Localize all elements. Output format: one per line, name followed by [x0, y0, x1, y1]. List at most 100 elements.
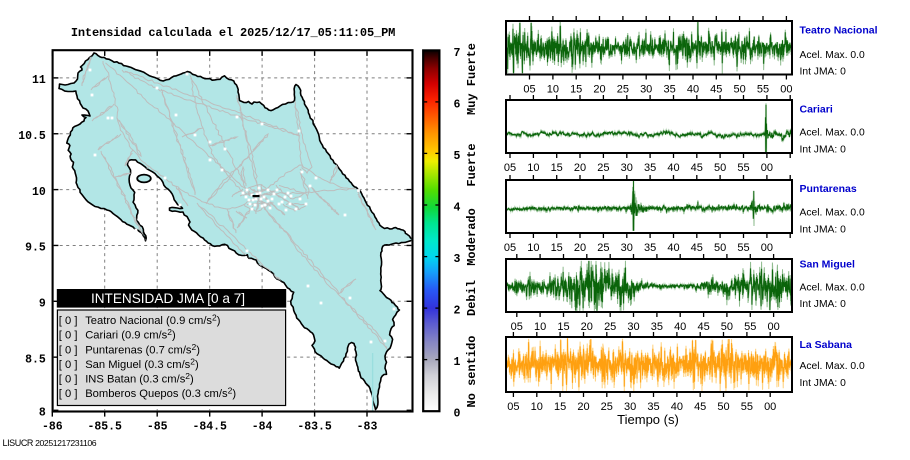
svg-text:20: 20: [574, 242, 586, 254]
svg-text:45: 45: [697, 321, 709, 333]
svg-text:35: 35: [644, 162, 656, 174]
svg-text:30: 30: [621, 242, 633, 254]
svg-text:30: 30: [624, 401, 636, 413]
svg-text:45: 45: [694, 401, 706, 413]
svg-text:5: 5: [454, 150, 461, 163]
svg-text:40: 40: [667, 162, 679, 174]
svg-text:Int JMA: 0: Int JMA: 0: [800, 299, 847, 310]
svg-text:[ 0 ]: [ 0 ]: [59, 315, 78, 327]
svg-text:45: 45: [710, 84, 722, 96]
svg-text:35: 35: [644, 242, 656, 254]
svg-text:20: 20: [574, 162, 586, 174]
svg-text:00: 00: [764, 401, 776, 413]
svg-text:40: 40: [674, 321, 686, 333]
svg-text:INS Batan (0.3 cm/s2): INS Batan (0.3 cm/s2): [85, 371, 194, 386]
svg-text:10: 10: [531, 401, 543, 413]
svg-text:-85: -85: [147, 421, 168, 434]
svg-text:[ 0 ]: [ 0 ]: [59, 388, 78, 400]
svg-text:-86: -86: [42, 421, 63, 434]
svg-text:35: 35: [647, 401, 659, 413]
svg-text:-84: -84: [252, 421, 273, 434]
svg-text:50: 50: [733, 84, 745, 96]
svg-text:Muy Fuerte: Muy Fuerte: [465, 43, 479, 115]
svg-text:-84.5: -84.5: [192, 421, 227, 434]
svg-text:20: 20: [577, 401, 589, 413]
svg-text:15: 15: [554, 401, 566, 413]
svg-text:Puntarenas: Puntarenas: [800, 183, 857, 195]
svg-text:Tiempo (s): Tiempo (s): [617, 412, 679, 427]
svg-text:55: 55: [737, 242, 749, 254]
svg-text:8.5: 8.5: [25, 353, 46, 366]
svg-text:40: 40: [667, 242, 679, 254]
svg-text:9.5: 9.5: [25, 242, 46, 255]
svg-text:Teatro Nacional (0.9 cm/s2): Teatro Nacional (0.9 cm/s2): [85, 313, 221, 328]
svg-text:00: 00: [761, 242, 773, 254]
svg-text:10: 10: [534, 321, 546, 333]
svg-text:25: 25: [604, 321, 616, 333]
svg-text:Acel. Max. 0.0: Acel. Max. 0.0: [800, 50, 866, 61]
svg-text:[ 0 ]: [ 0 ]: [59, 359, 78, 371]
svg-text:55: 55: [741, 401, 753, 413]
svg-text:50: 50: [714, 242, 726, 254]
svg-text:Acel. Max. 0.0: Acel. Max. 0.0: [800, 207, 866, 218]
svg-text:25: 25: [601, 401, 613, 413]
svg-text:8: 8: [39, 407, 46, 420]
svg-text:40: 40: [687, 84, 699, 96]
svg-text:3: 3: [454, 253, 461, 266]
svg-text:Int JMA: 0: Int JMA: 0: [800, 224, 847, 235]
svg-text:15: 15: [551, 242, 563, 254]
svg-text:50: 50: [721, 321, 733, 333]
svg-text:15: 15: [557, 321, 569, 333]
svg-text:Intensidad calculada el 2025/1: Intensidad calculada el 2025/12/17_05:11…: [71, 26, 395, 40]
svg-text:Int JMA: 0: Int JMA: 0: [800, 144, 847, 155]
svg-text:20: 20: [581, 321, 593, 333]
svg-text:[ 0 ]: [ 0 ]: [59, 374, 78, 386]
svg-text:Acel. Max. 0.0: Acel. Max. 0.0: [800, 282, 866, 293]
svg-text:Acel. Max. 0.0: Acel. Max. 0.0: [800, 127, 866, 138]
svg-text:Fuerte: Fuerte: [465, 143, 479, 186]
svg-text:20: 20: [593, 84, 605, 96]
svg-text:05: 05: [507, 401, 519, 413]
svg-text:50: 50: [717, 401, 729, 413]
svg-text:05: 05: [523, 84, 535, 96]
svg-text:INTENSIDAD JMA [0 a 7]: INTENSIDAD JMA [0 a 7]: [91, 291, 245, 306]
svg-text:40: 40: [671, 401, 683, 413]
svg-text:No sentido: No sentido: [465, 335, 479, 407]
svg-text:La Sabana: La Sabana: [800, 339, 853, 351]
svg-text:-83: -83: [357, 421, 378, 434]
svg-text:10: 10: [527, 242, 539, 254]
svg-text:1: 1: [454, 356, 461, 369]
svg-text:00: 00: [780, 84, 792, 96]
svg-text:50: 50: [714, 162, 726, 174]
svg-text:45: 45: [691, 242, 703, 254]
svg-text:2: 2: [454, 305, 461, 318]
svg-text:00: 00: [761, 162, 773, 174]
svg-text:Moderado: Moderado: [465, 208, 479, 266]
svg-text:[ 0 ]: [ 0 ]: [59, 344, 78, 356]
svg-text:Bomberos Quepos (0.3 cm/s2): Bomberos Quepos (0.3 cm/s2): [85, 386, 236, 401]
svg-text:10: 10: [527, 162, 539, 174]
svg-text:San Miguel: San Miguel: [800, 259, 856, 271]
svg-text:00: 00: [767, 321, 779, 333]
svg-text:4: 4: [454, 201, 461, 214]
svg-text:25: 25: [597, 242, 609, 254]
svg-text:Acel. Max. 0.0: Acel. Max. 0.0: [800, 361, 866, 372]
svg-text:25: 25: [597, 162, 609, 174]
svg-text:45: 45: [691, 162, 703, 174]
svg-text:Debil: Debil: [465, 280, 479, 316]
svg-text:San Miguel (0.3 cm/s2): San Miguel (0.3 cm/s2): [85, 356, 199, 371]
svg-text:9: 9: [39, 298, 46, 311]
svg-text:55: 55: [744, 321, 756, 333]
svg-text:15: 15: [551, 162, 563, 174]
svg-text:05: 05: [504, 162, 516, 174]
svg-text:35: 35: [651, 321, 663, 333]
svg-text:-85.5: -85.5: [87, 421, 122, 434]
svg-text:-83.5: -83.5: [297, 421, 332, 434]
svg-text:Puntarenas (0.7 cm/s2): Puntarenas (0.7 cm/s2): [85, 342, 200, 357]
svg-text:35: 35: [663, 84, 675, 96]
svg-text:05: 05: [511, 321, 523, 333]
svg-text:0: 0: [454, 408, 461, 421]
svg-text:30: 30: [627, 321, 639, 333]
svg-text:LISUCR 20251217231106: LISUCR 20251217231106: [3, 438, 97, 448]
svg-text:10.5: 10.5: [18, 130, 46, 143]
